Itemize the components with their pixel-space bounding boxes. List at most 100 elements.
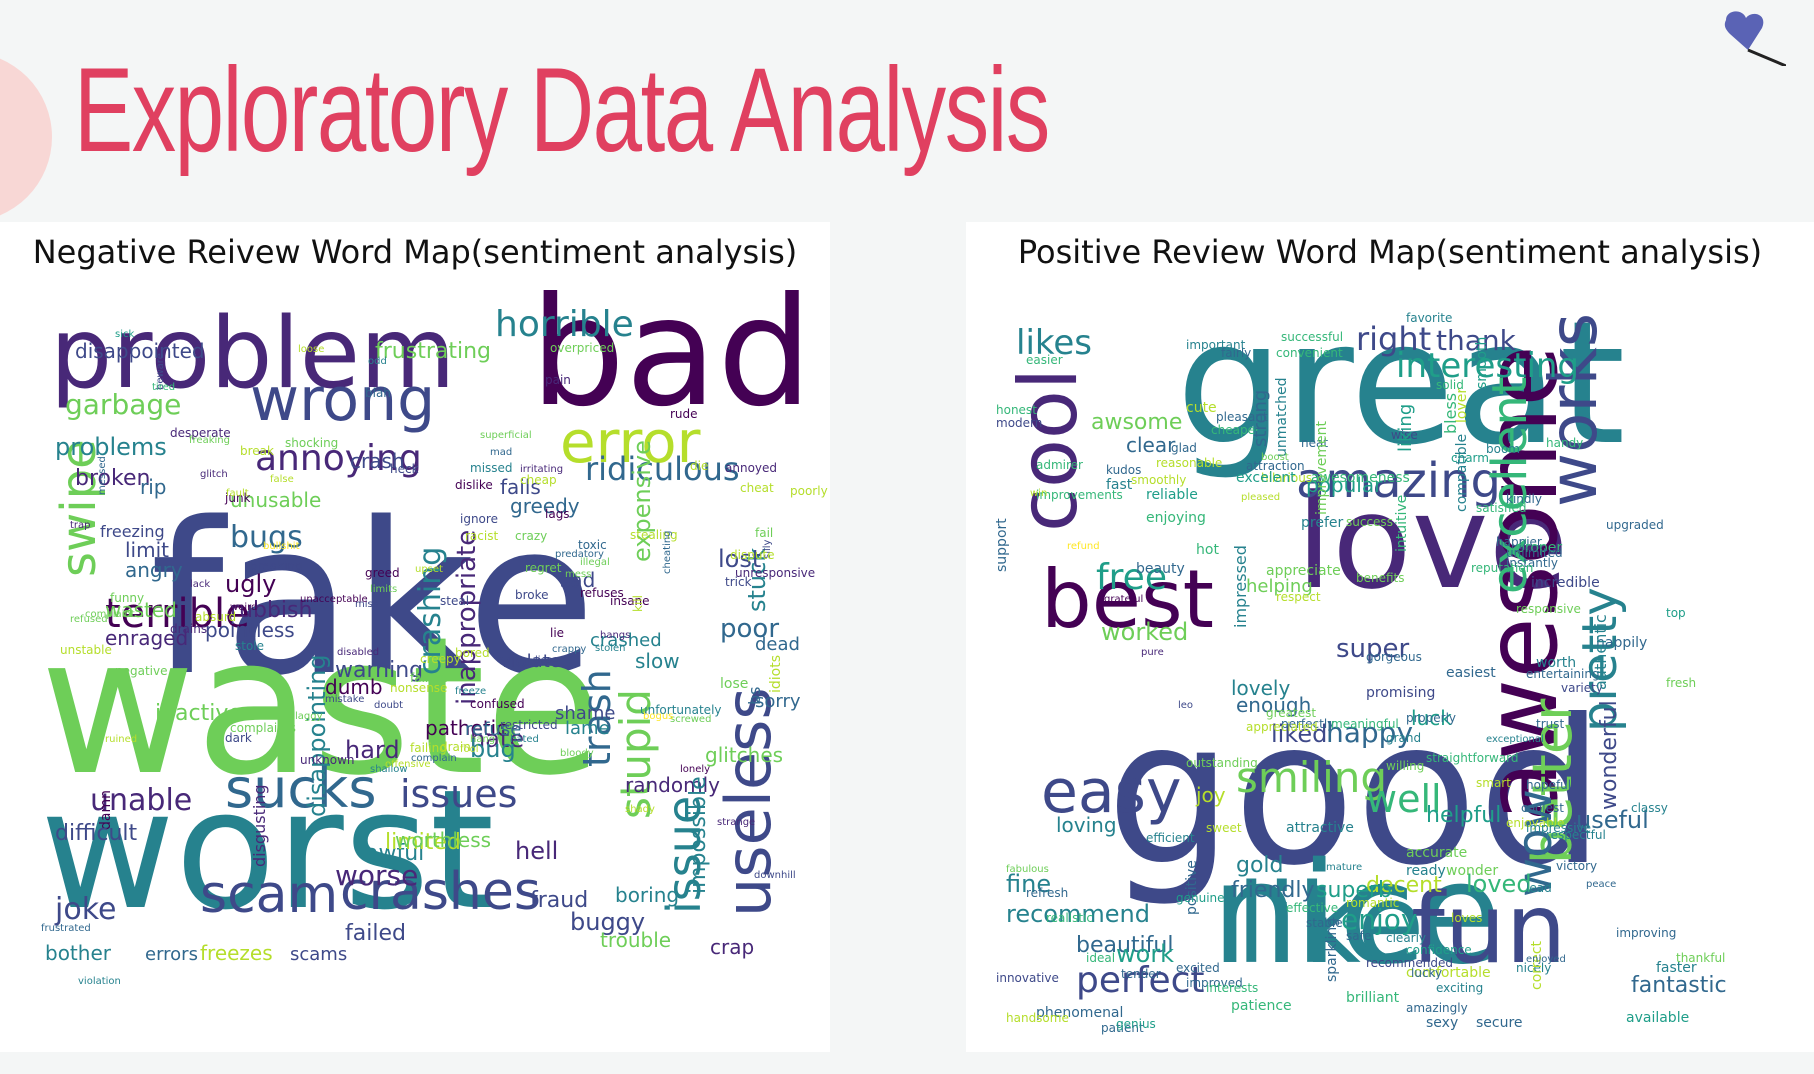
word-offensive: offensive (385, 759, 431, 770)
word-fraud: fraud (530, 888, 588, 913)
word-likes: likes (1016, 323, 1092, 363)
word-respect: respect (1276, 590, 1321, 604)
word-messed: messed (97, 456, 108, 495)
word-complaint: complaint (85, 609, 135, 620)
word-pathetic: pathetic (425, 716, 507, 740)
word-successful: successful (1281, 330, 1343, 344)
word-lose: lose (720, 676, 748, 692)
word-safe: safe (1346, 929, 1371, 943)
word-issues: issues (400, 772, 517, 816)
word-awful: awful (365, 841, 424, 866)
word-exceptional: exceptional (1486, 734, 1544, 745)
word-prefer: prefer (1301, 515, 1343, 531)
word-stolen: stolen (595, 643, 626, 654)
word-refuse: refuse (465, 719, 521, 740)
word-pointless: pointless (205, 618, 295, 642)
word-missed: missed (470, 461, 513, 475)
word-respectful: respectful (1546, 828, 1606, 842)
word-patient: patient (1101, 1021, 1144, 1035)
word-refused: refused (70, 614, 108, 625)
word-steal: steal (440, 594, 469, 608)
word-joke: joke (54, 892, 116, 927)
word-peace: peace (1586, 879, 1616, 890)
word-creepy: creepy (420, 652, 461, 666)
word-efficient: efficient (1146, 831, 1195, 845)
word-freeze: freeze (455, 686, 486, 697)
word-unresponsive: unresponsive (735, 566, 815, 580)
word-fool: fool (460, 744, 479, 755)
word-promising: promising (1366, 685, 1435, 701)
word-dead: dead (755, 634, 800, 655)
word-glitches: glitches (705, 743, 783, 767)
word-illegal: illegal (580, 557, 610, 568)
word-bless: bless (1441, 393, 1460, 434)
word-liked: liked (1271, 720, 1327, 748)
word-upset: upset (415, 564, 443, 575)
word-realistic: realistic (1046, 911, 1093, 925)
word-success: success (1346, 515, 1393, 529)
word-loved: loved (1466, 870, 1532, 898)
word-terrible: terrible (105, 591, 250, 637)
word-dumb: dumb (325, 675, 383, 699)
word-dispute: dispute (730, 548, 775, 562)
word-violate: violate (500, 651, 561, 672)
word-exciting: exciting (1436, 981, 1483, 995)
word-excited: excited (1176, 961, 1220, 975)
word-lead: lead (1526, 881, 1552, 895)
word-annoying: annoying (255, 438, 422, 479)
word-frustrated: frustrated (41, 923, 91, 934)
word-patience: patience (1231, 998, 1292, 1014)
word-sweet: sweet (1206, 821, 1242, 835)
word-annoyed: annoyed (725, 461, 777, 475)
word-lack: lack (190, 579, 210, 590)
word-funny: funny (110, 591, 144, 605)
word-fabulous: fabulous (1006, 864, 1049, 875)
positive-word-cloud: good great nice love best like fun awesome easy c… (966, 272, 1814, 1052)
word-enjoy: enjoy (1341, 903, 1417, 936)
word-pretty: pretty (1572, 587, 1628, 732)
word-sucks: sucks (225, 757, 376, 820)
word-wrong: wrong (250, 365, 435, 435)
word-wise: wise (1391, 428, 1418, 442)
word-screwed: screwed (670, 714, 711, 725)
negative-word-cloud-svg: fakewasteworstbadproblemerrorwrongsuckss… (40, 272, 828, 987)
word-weird: weird (230, 602, 257, 613)
word-entertaining: entertaining (1526, 667, 1600, 681)
word-grand: grand (1386, 731, 1421, 745)
word-happily: happily (1596, 635, 1647, 651)
word-refund: refund (1067, 541, 1100, 552)
word-nonsense: nonsense (390, 681, 447, 695)
word-smart: smart (1476, 776, 1511, 790)
word-enjoyable: enjoyable (1506, 816, 1564, 830)
word-helping: helping (1246, 576, 1313, 597)
word-gold: gold (1236, 853, 1284, 878)
word-heck: heck (390, 462, 419, 476)
word-error: error (560, 408, 701, 476)
word-broke: broke (515, 588, 549, 602)
word-broken: broken (75, 466, 150, 491)
word-unstable: unstable (60, 643, 112, 657)
word-improving: improving (1616, 926, 1676, 940)
word-negative: negative (115, 664, 167, 678)
word-honest: honest (996, 403, 1037, 417)
word-rude: rude (670, 407, 698, 421)
word-intuitive: intuitive (1394, 495, 1410, 552)
word-crazy: crazy (515, 529, 547, 543)
word-disappointing: disappointing (303, 654, 331, 817)
word-inappropriate: inappropriate (452, 530, 482, 705)
word-lover: lover (1454, 388, 1470, 423)
word-unable: unable (90, 783, 192, 818)
word-predatory: predatory (555, 549, 604, 560)
word-poorly: poorly (790, 484, 828, 498)
word-cheaper: cheaper (1211, 423, 1260, 437)
word-easier: easier (1026, 353, 1063, 367)
word-hopeful: hopeful (1526, 778, 1571, 792)
word-complain: complain (411, 753, 457, 764)
word-crash: crash (350, 449, 405, 473)
word-ignore: ignore (460, 512, 498, 526)
word-expensive: expensive (628, 440, 656, 562)
word-worst: worst (40, 754, 494, 946)
word-bloody: bloody (560, 748, 594, 759)
word-authentic: authentic (1591, 614, 1610, 690)
